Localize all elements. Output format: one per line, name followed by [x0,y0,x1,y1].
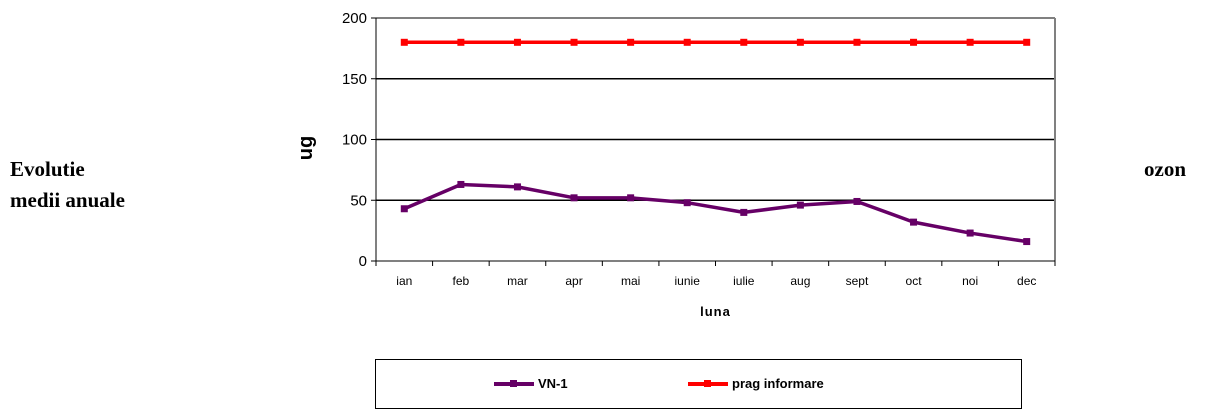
series-1-point-oct [910,38,918,46]
y-tick-label-200: 200 [342,10,367,27]
series-1-point-apr [570,38,578,46]
series-0-point-sept [853,197,861,205]
series-0-point-mar [513,183,521,191]
title-text-medii-anuale: medii anuale [10,188,125,212]
y-tick-label-0: 0 [359,253,367,270]
title-text-ozon: ozon [1144,157,1186,181]
series-1-point-mar [513,38,521,46]
series-0-point-oct [910,218,918,226]
series-1-point-iulie [740,38,748,46]
series-0-point-iulie [740,208,748,216]
x-tick-label-feb: feb [453,274,470,288]
x-tick-label-dec: dec [1017,274,1036,288]
x-tick-label-sept: sept [846,274,869,288]
series-0-point-apr [570,194,578,202]
legend-swatch-vn1 [494,377,534,391]
series-line-0 [403,182,1027,244]
series-0-point-feb [457,180,465,188]
legend-swatch-prag-informare [688,377,728,391]
legend-item-prag-informare: prag informare [688,376,824,391]
series-1-point-feb [457,38,465,46]
legend-label-vn1: VN-1 [538,376,568,391]
series-1-point-noi [966,38,974,46]
series-0-point-ian [400,205,408,213]
x-tick-label-aug: aug [790,274,810,288]
series-0-point-iunie [683,199,691,207]
series-0-point-aug [796,201,804,209]
y-axis-title: ug [295,136,317,160]
series-1-point-sept [853,38,861,46]
series-1-point-iunie [683,38,691,46]
series-1-point-ian [400,38,408,46]
line-chart: 0 50 100 150 200 ian feb mar apr mai iunie iulie aug… [295,10,1056,319]
y-tick-label-150: 150 [342,71,367,88]
y-tick-label-50: 50 [350,192,367,209]
x-axis-title: luna [700,304,731,319]
x-tick-label-iunie: iunie [675,274,701,288]
x-tick-label-iulie: iulie [733,274,755,288]
series-1-point-mai [627,38,635,46]
legend-label-prag-informare: prag informare [732,376,824,391]
x-tick-label-mar: mar [507,274,528,288]
series-0-point-noi [966,229,974,237]
legend-item-vn1: VN-1 [494,376,568,391]
series-1-point-aug [796,38,804,46]
x-tick-label-oct: oct [906,274,923,288]
x-tick-label-ian: ian [396,274,412,288]
title-text-evolutie: Evolutie [10,157,85,181]
series-0-point-dec [1023,238,1031,246]
x-tick-label-mai: mai [621,274,640,288]
x-tick-label-noi: noi [962,274,978,288]
series-1-point-dec [1023,38,1031,46]
y-tick-label-100: 100 [342,132,367,149]
series-0-point-mai [627,194,635,202]
chart-legend: VN-1 prag informare [375,359,1022,409]
x-tick-label-apr: apr [565,274,582,288]
